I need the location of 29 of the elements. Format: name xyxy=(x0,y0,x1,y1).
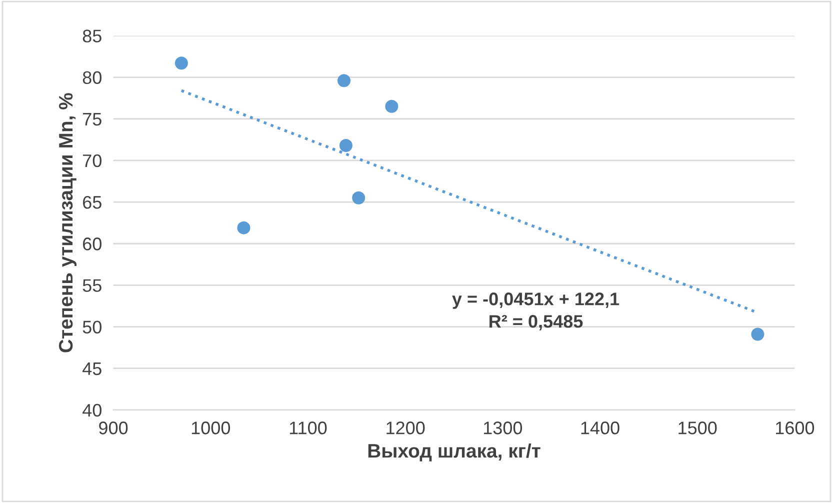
y-tick-label: 50 xyxy=(82,320,102,334)
y-tick-label: 60 xyxy=(83,238,102,250)
y-tick-label: 75 xyxy=(83,112,102,126)
x-tick-label: 1100 xyxy=(290,422,327,434)
annotation: R² = 0,5485 xyxy=(490,315,583,330)
x-tick-label: 1400 xyxy=(581,422,620,434)
y-tick-label: 40 xyxy=(82,404,102,417)
y-tick-label: 80 xyxy=(82,71,102,84)
y-tick-label: 65 xyxy=(83,196,102,209)
y-tick-label: 45 xyxy=(82,362,102,376)
x-axis-title: Выход шлака, кг/т xyxy=(368,443,540,462)
y-tick-label: 70 xyxy=(83,154,102,168)
point xyxy=(352,191,366,204)
point xyxy=(174,56,188,70)
y-axis-title: Степень утилизации Mn, % xyxy=(58,93,77,352)
x-tick-label: 1200 xyxy=(386,422,425,434)
point xyxy=(339,138,352,152)
y-tick-label: 85 xyxy=(82,30,102,42)
point xyxy=(237,221,250,234)
y-tick-label: 55 xyxy=(82,279,102,292)
point xyxy=(337,74,350,88)
x-tick-label: 1600 xyxy=(776,422,814,434)
x-tick-label: 1300 xyxy=(484,422,522,434)
point xyxy=(385,100,398,113)
point xyxy=(751,328,764,341)
x-tick-label: 1500 xyxy=(678,422,717,434)
x-tick-label: 900 xyxy=(99,422,128,434)
annotation: y = -0,0451x + 122,1 xyxy=(452,292,620,309)
x-tick-label: 1000 xyxy=(192,422,230,434)
